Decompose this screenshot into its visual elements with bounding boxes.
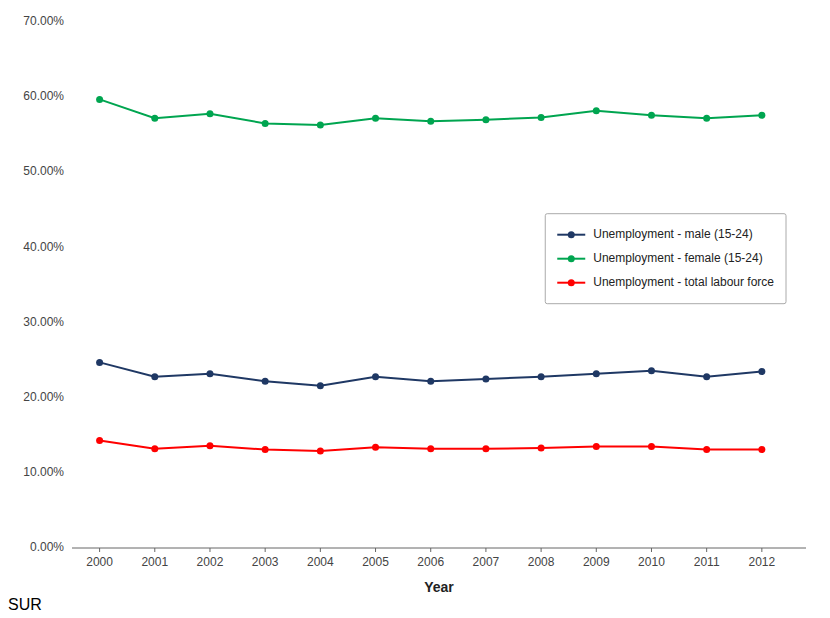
series-marker	[648, 112, 655, 119]
x-tick-label: 2001	[141, 555, 168, 569]
x-tick	[209, 548, 210, 552]
legend-marker	[568, 279, 575, 286]
series-marker	[758, 446, 765, 453]
x-tick-label: 2008	[528, 555, 555, 569]
x-tick-label: 2006	[417, 555, 444, 569]
series-marker	[482, 445, 489, 452]
series-marker	[703, 446, 710, 453]
series-marker	[372, 373, 379, 380]
x-tick-label: 2000	[86, 555, 113, 569]
series-marker	[593, 107, 600, 114]
x-tick	[375, 548, 376, 552]
series-marker	[317, 448, 324, 455]
legend-marker	[568, 231, 575, 238]
chart-container: 0.00% 10.00% 20.00% 30.00% 40.00% 50.00% 60.00…	[0, 0, 830, 618]
series-marker	[262, 378, 269, 385]
y-tick-label: 20.00%	[23, 390, 64, 404]
x-tick	[265, 548, 266, 552]
x-axis: 2000 2001 2002 2003 2004 2005 2006 2007 2008 2009…	[72, 548, 806, 569]
series-marker	[151, 445, 158, 452]
x-tick	[651, 548, 652, 552]
series-marker	[317, 121, 324, 128]
series-marker	[648, 443, 655, 450]
series	[96, 96, 765, 129]
series-marker	[482, 375, 489, 382]
x-tick	[761, 548, 762, 552]
x-axis-title: Year	[424, 579, 454, 595]
series-marker	[372, 444, 379, 451]
x-tick-label: 2010	[638, 555, 665, 569]
series	[96, 359, 765, 389]
series-marker	[758, 368, 765, 375]
series-marker	[151, 115, 158, 122]
y-axis: 0.00% 10.00% 20.00% 30.00% 40.00% 50.00% 60.00…	[23, 14, 64, 554]
legend-label: Unemployment - total labour force	[593, 275, 774, 289]
series-line	[100, 99, 762, 125]
x-tick-label: 2012	[748, 555, 775, 569]
series-marker	[262, 446, 269, 453]
legend-label: Unemployment - female (15-24)	[593, 251, 762, 265]
x-tick-label: 2007	[473, 555, 500, 569]
x-tick-label: 2004	[307, 555, 334, 569]
series-line	[100, 362, 762, 385]
background	[0, 0, 830, 618]
series-marker	[538, 445, 545, 452]
legend: Unemployment - male (15-24) Unemployment …	[545, 214, 786, 304]
series-marker	[427, 445, 434, 452]
y-tick-label: 10.00%	[23, 465, 64, 479]
y-tick-label: 40.00%	[23, 240, 64, 254]
series-marker	[593, 443, 600, 450]
x-tick	[541, 548, 542, 552]
x-tick-label: 2002	[197, 555, 224, 569]
series-marker	[151, 373, 158, 380]
series-marker	[703, 115, 710, 122]
series-marker	[317, 382, 324, 389]
x-tick	[706, 548, 707, 552]
series-marker	[482, 116, 489, 123]
series-marker	[593, 370, 600, 377]
x-tick	[485, 548, 486, 552]
y-tick-label: 50.00%	[23, 164, 64, 178]
series-marker	[427, 118, 434, 125]
legend-label: Unemployment - male (15-24)	[593, 227, 752, 241]
series-marker	[648, 367, 655, 374]
x-axis-line	[72, 548, 806, 549]
x-tick-label: 2005	[362, 555, 389, 569]
series-marker	[206, 370, 213, 377]
series-marker	[96, 359, 103, 366]
series-marker	[206, 110, 213, 117]
y-tick-label: 0.00%	[30, 540, 64, 554]
x-tick	[430, 548, 431, 552]
series-marker	[96, 96, 103, 103]
x-tick-label: 2009	[583, 555, 610, 569]
legend-box	[545, 214, 786, 304]
series-marker	[427, 378, 434, 385]
x-tick	[99, 548, 100, 552]
series-marker	[206, 442, 213, 449]
series-marker	[538, 114, 545, 121]
y-tick-label: 60.00%	[23, 89, 64, 103]
series-marker	[758, 112, 765, 119]
series-marker	[538, 373, 545, 380]
x-tick-label: 2003	[252, 555, 279, 569]
chart: 0.00% 10.00% 20.00% 30.00% 40.00% 50.00% 60.00…	[0, 0, 830, 618]
series-marker	[372, 115, 379, 122]
series-marker	[262, 120, 269, 127]
legend-marker	[568, 255, 575, 262]
series-marker	[703, 373, 710, 380]
series	[96, 437, 765, 455]
x-tick-label: 2011	[694, 555, 720, 569]
y-tick-label: 30.00%	[23, 315, 64, 329]
y-tick-label: 70.00%	[23, 14, 64, 28]
x-tick	[320, 548, 321, 552]
x-tick	[596, 548, 597, 552]
series-marker	[96, 437, 103, 444]
annotation: SUR	[8, 596, 42, 613]
x-tick	[154, 548, 155, 552]
